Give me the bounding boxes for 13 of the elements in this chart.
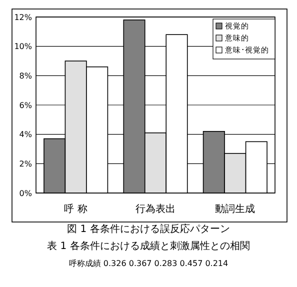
caption: 図 1 各条件における誤反応パターン bbox=[67, 223, 230, 235]
y-tick-label: 6% bbox=[19, 100, 32, 110]
y-tick-label: 10% bbox=[14, 42, 32, 52]
y-tick-label: 2% bbox=[19, 159, 32, 168]
x-tick-label: 行為表出 bbox=[136, 203, 176, 215]
y-tick-label: 4% bbox=[19, 130, 32, 140]
x-tick-label: 動詞生成 bbox=[215, 203, 256, 215]
x-tick-label: 呼 称 bbox=[64, 203, 88, 215]
y-tick-label: 8% bbox=[19, 71, 32, 80]
y-tick-label: 12% bbox=[14, 12, 32, 22]
text: 表 1 各条件における成績と刺激属性との相関 bbox=[47, 240, 250, 252]
text: 呼称成績 0.326 0.367 0.283 0.457 0.214 bbox=[68, 259, 228, 268]
y-tick-label: 0% bbox=[19, 188, 32, 198]
